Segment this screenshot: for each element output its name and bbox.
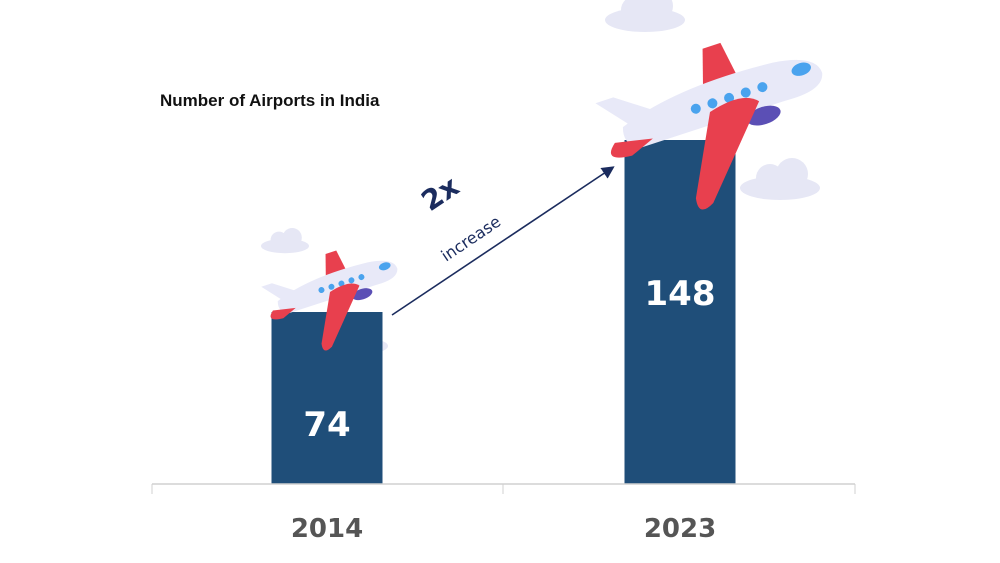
airplane-icon (595, 42, 823, 210)
bar-2023 (624, 140, 736, 484)
cloud-icon (605, 0, 685, 32)
x-tick-label: 2014 (291, 514, 363, 544)
arrow-line (391, 166, 615, 316)
bar-value-label: 148 (645, 274, 716, 314)
bar-value-label: 74 (303, 405, 350, 445)
cloud-icon (740, 158, 820, 200)
multiplier-label: 2x (415, 169, 465, 217)
x-tick-label: 2023 (644, 514, 716, 544)
increase-label: increase (438, 212, 505, 265)
cloud-icon (261, 228, 309, 254)
growth-arrow: 2x increase (391, 166, 615, 316)
chart-title: Number of Airports in India (160, 91, 380, 110)
airplane-icon (261, 250, 398, 351)
